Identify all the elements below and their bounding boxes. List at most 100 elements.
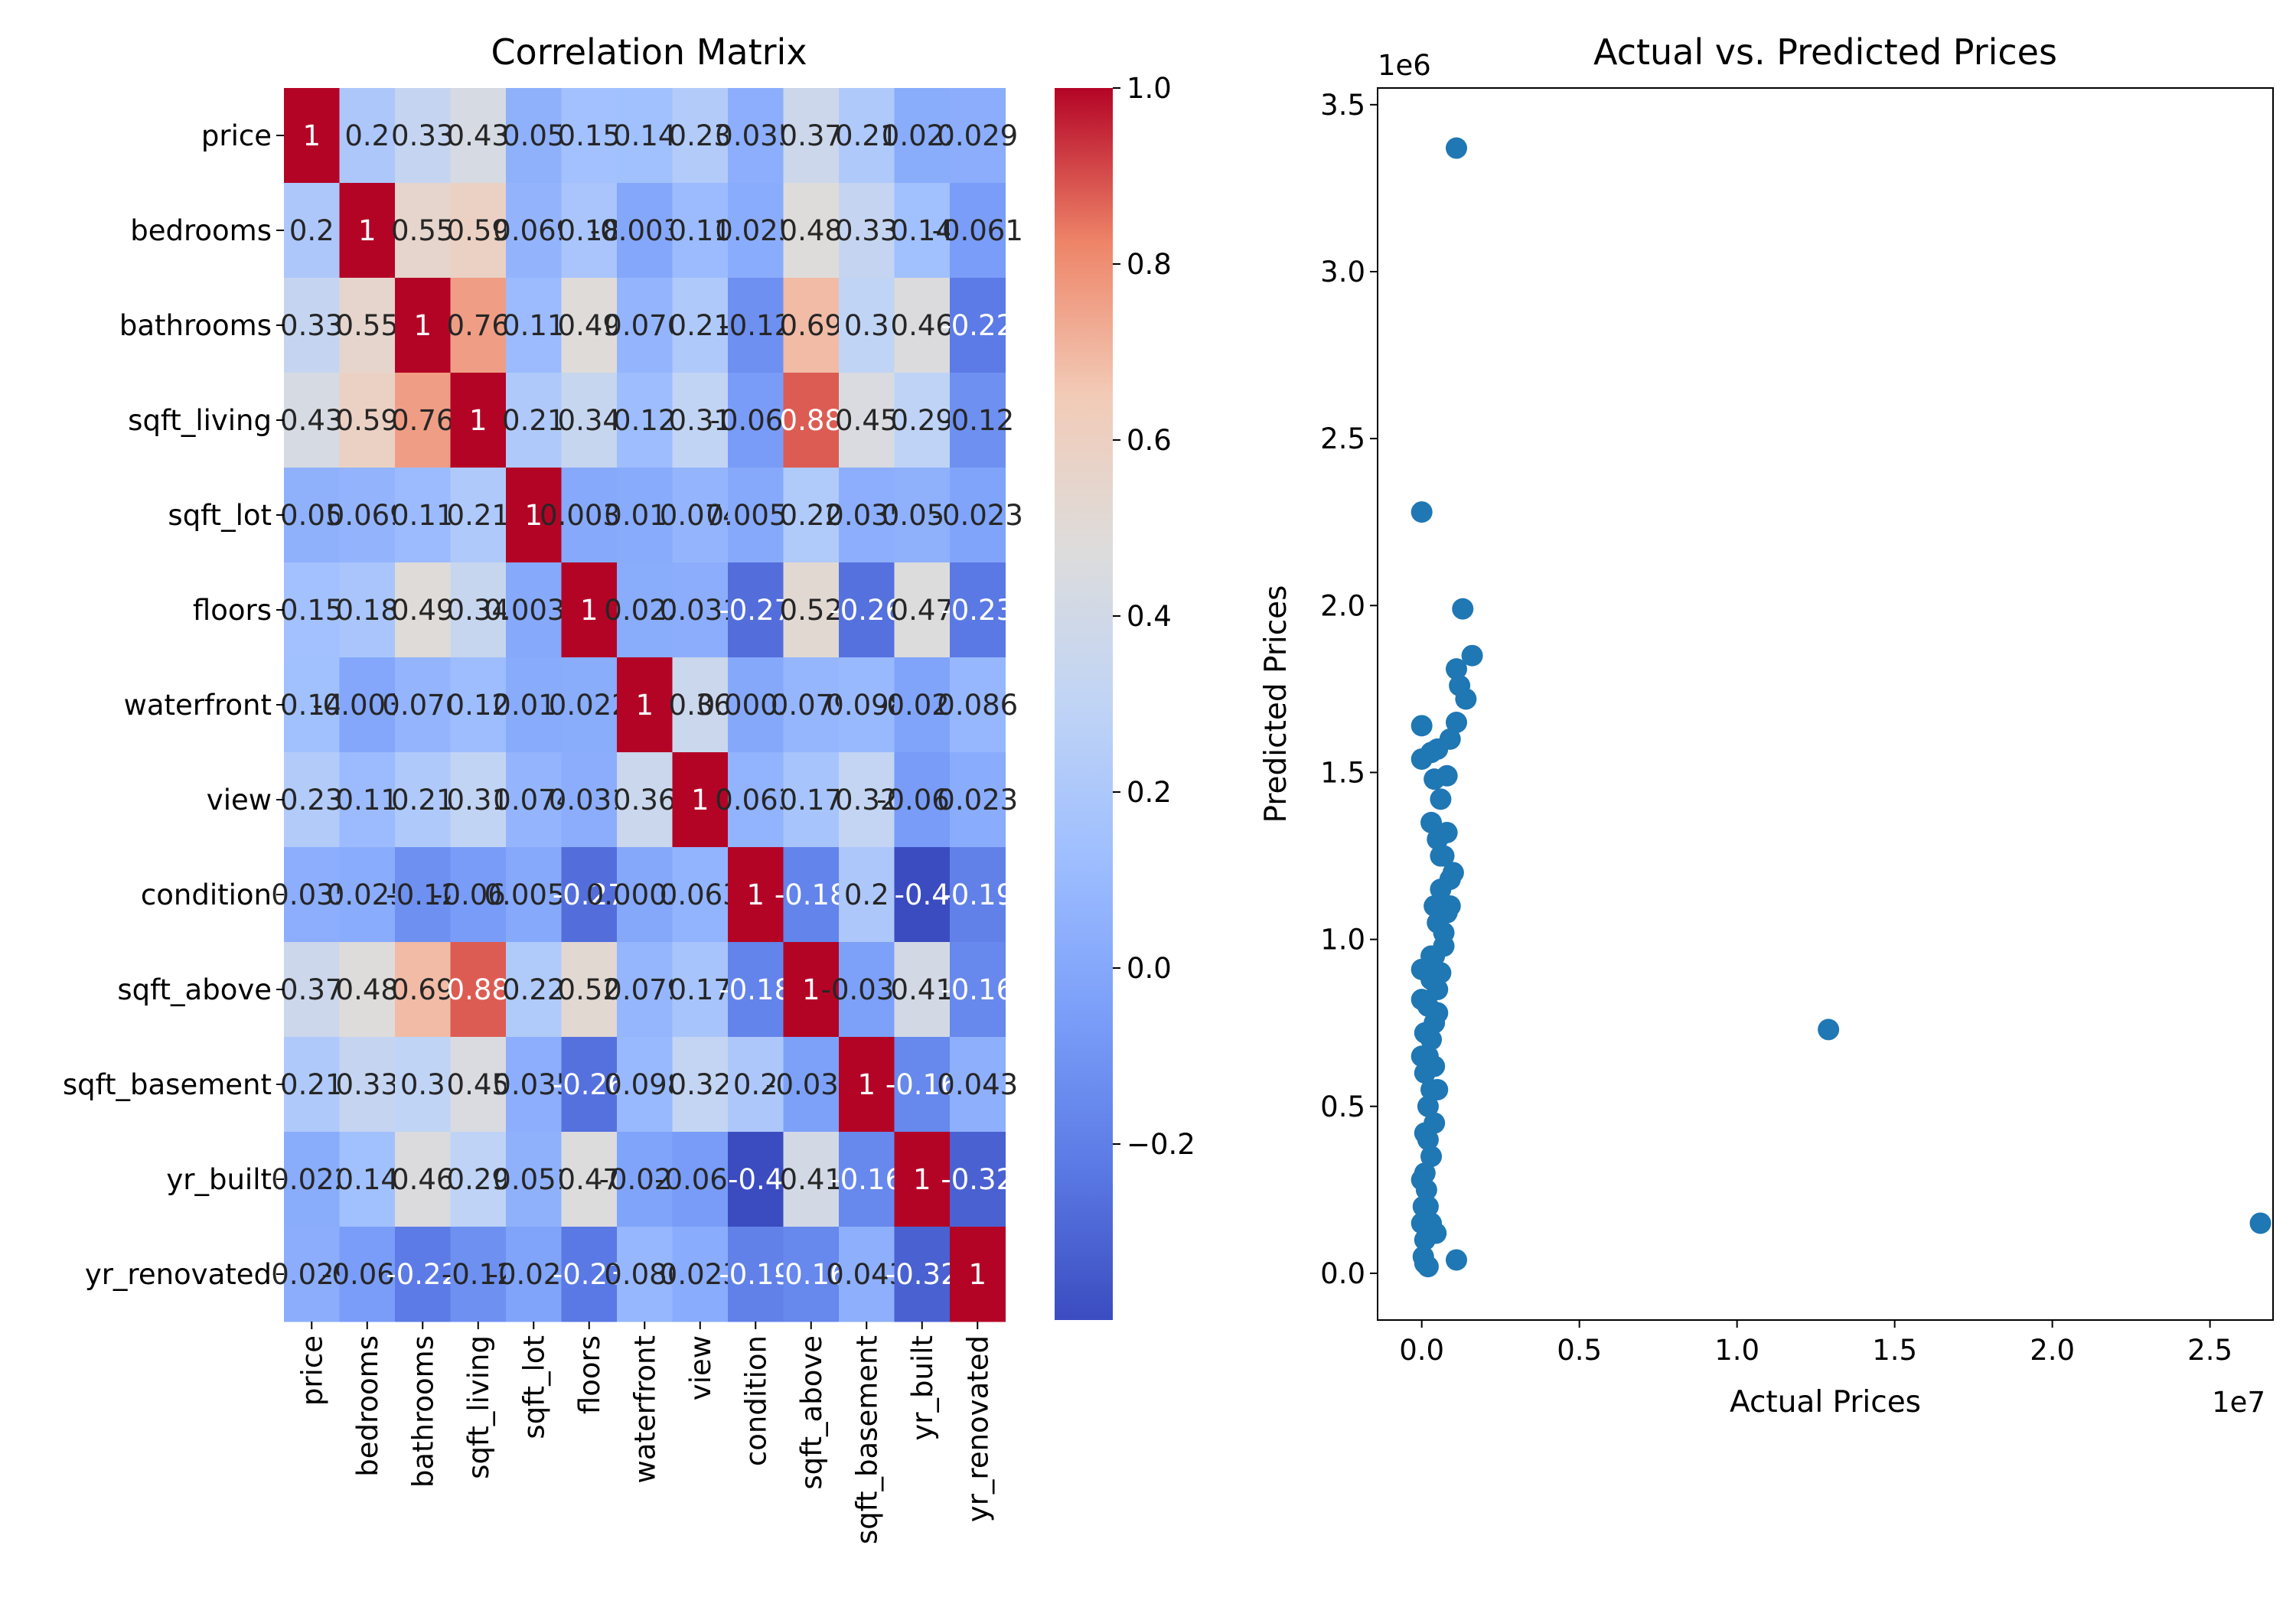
heatmap-cell — [395, 657, 451, 753]
heatmap-cell — [783, 1227, 840, 1322]
heatmap-cell-label: 0.017 — [493, 689, 574, 722]
heatmap-cell-label: 0.069 — [327, 499, 408, 532]
heatmap-cell — [839, 468, 895, 563]
heatmap-cell — [894, 88, 951, 184]
y-tick-label: 0.5 — [1320, 1090, 1365, 1123]
scatter-point — [1433, 845, 1455, 867]
row-label: waterfront — [124, 689, 272, 722]
heatmap-cell-label: 0.11 — [502, 309, 565, 342]
heatmap-cell — [839, 1037, 895, 1133]
heatmap-cell-label: 0.22 — [780, 499, 843, 532]
heatmap-cell-label: 0.22 — [502, 973, 565, 1006]
heatmap-cell-label: 0.12 — [447, 689, 510, 722]
heatmap-cell-label: 0.074 — [660, 499, 741, 532]
heatmap-cell-label: 0.2 — [733, 1068, 778, 1101]
heatmap-cell — [672, 373, 729, 468]
scatter-point — [1411, 501, 1433, 523]
colorbar: 1.0 0.8 0.6 0.4 0.2 0.0 −0.2 — [1055, 72, 1195, 1320]
heatmap-cell — [783, 847, 840, 943]
scatter-point — [1427, 1002, 1449, 1024]
scatter-point — [1430, 962, 1452, 984]
heatmap-cell — [339, 1037, 396, 1133]
heatmap-cell — [894, 373, 951, 468]
x-tick-label: 2.0 — [2030, 1334, 2075, 1367]
scatter-point — [1415, 1178, 1437, 1201]
heatmap-cell — [728, 752, 784, 848]
heatmap-cell — [339, 1227, 396, 1322]
heatmap-cell — [894, 562, 951, 658]
heatmap-cell — [894, 847, 951, 943]
heatmap-cell — [395, 1037, 451, 1133]
heatmap-cell-label: 0.23 — [669, 119, 732, 152]
heatmap-row-labels: price bedrooms bathrooms sqft_living sqft_lo… — [63, 119, 284, 1291]
heatmap-cell — [506, 373, 562, 468]
heatmap-cell-label: 0.41 — [891, 973, 954, 1006]
heatmap-cell — [450, 657, 507, 753]
heatmap-cell — [894, 183, 951, 279]
heatmap-cell — [395, 1132, 451, 1227]
heatmap-cell-label: -0.16 — [775, 1258, 848, 1291]
heatmap-cell — [506, 183, 562, 279]
heatmap-cell-label: -0.16 — [885, 1068, 959, 1101]
y-tick-label: 0.0 — [1320, 1257, 1365, 1290]
heatmap-cell — [950, 752, 1006, 848]
heatmap-cell — [672, 657, 729, 753]
heatmap-cell-label: 0.21 — [447, 499, 510, 532]
heatmap-cell-label: 0.035 — [271, 878, 352, 911]
column-label: sqft_living — [462, 1335, 495, 1479]
heatmap-cell-label: 0.043 — [937, 1068, 1018, 1101]
heatmap-cell-label: 1 — [968, 1258, 987, 1291]
colorbar-tick-label: −0.2 — [1127, 1128, 1195, 1161]
heatmap-cell — [783, 278, 840, 373]
heatmap-cell — [506, 468, 562, 563]
scatter-point — [1452, 598, 1474, 620]
row-label: yr_built — [166, 1163, 272, 1196]
heatmap-cell-label: 0.33 — [336, 1068, 399, 1101]
heatmap-cell — [617, 373, 673, 468]
heatmap-cell — [450, 847, 507, 943]
y-tick-label: 2.0 — [1320, 589, 1365, 622]
heatmap-cell-label: -0.12 — [719, 309, 792, 342]
colorbar-gradient — [1055, 88, 1113, 1320]
colorbar-tick-label: 0.2 — [1127, 776, 1172, 809]
y-axis-label: Predicted Prices — [1259, 585, 1293, 823]
heatmap-cell-label: 0.29 — [447, 1163, 510, 1196]
heatmap-cell-label: 0.076 — [382, 689, 463, 722]
column-label: view — [684, 1335, 717, 1400]
x-tick-label: 2.5 — [2187, 1334, 2232, 1367]
scatter-point — [1412, 1195, 1434, 1217]
heatmap-cell — [339, 752, 396, 848]
row-label: bedrooms — [130, 214, 272, 247]
heatmap-cell — [783, 183, 840, 279]
heatmap-cell-label: 0.025 — [327, 878, 408, 911]
heatmap-cell-label: 0.23 — [280, 784, 343, 817]
heatmap-cell-label: 0.88 — [780, 404, 843, 437]
heatmap-cell — [284, 847, 340, 943]
heatmap-cell — [839, 373, 895, 468]
heatmap-cell-label: -0.023 — [932, 499, 1023, 532]
column-label: sqft_above — [795, 1335, 828, 1490]
heatmap-cell — [284, 657, 340, 753]
heatmap-cell — [728, 942, 784, 1038]
heatmap-cell — [617, 657, 673, 753]
heatmap-cell — [450, 1037, 507, 1133]
heatmap-cell-label: 0.035 — [493, 1068, 574, 1101]
heatmap-cell — [395, 183, 451, 279]
heatmap-cell-label: 0.063 — [715, 784, 796, 817]
heatmap-cell-label: 0.17 — [669, 973, 732, 1006]
heatmap-cell-label: 1 — [469, 404, 488, 437]
heatmap-cell-label: 0.29 — [891, 404, 954, 437]
heatmap-cell-label: 0.14 — [613, 119, 676, 152]
heatmap-cell-label: 0.32 — [669, 1068, 732, 1101]
heatmap-cell-label: 0.11 — [391, 499, 454, 532]
heatmap-cell-label: 0.14 — [280, 689, 343, 722]
row-label: sqft_lot — [168, 499, 272, 532]
heatmap-cell — [894, 752, 951, 848]
heatmap-cell — [728, 183, 784, 279]
column-label: yr_renovated — [961, 1335, 994, 1522]
heatmap-cell-label: -0.22 — [941, 309, 1014, 342]
heatmap-cell — [728, 88, 784, 184]
scatter-point — [1455, 688, 1477, 710]
heatmap-cell — [950, 1037, 1006, 1133]
heatmap-cell-label: -0.18 — [719, 973, 792, 1006]
